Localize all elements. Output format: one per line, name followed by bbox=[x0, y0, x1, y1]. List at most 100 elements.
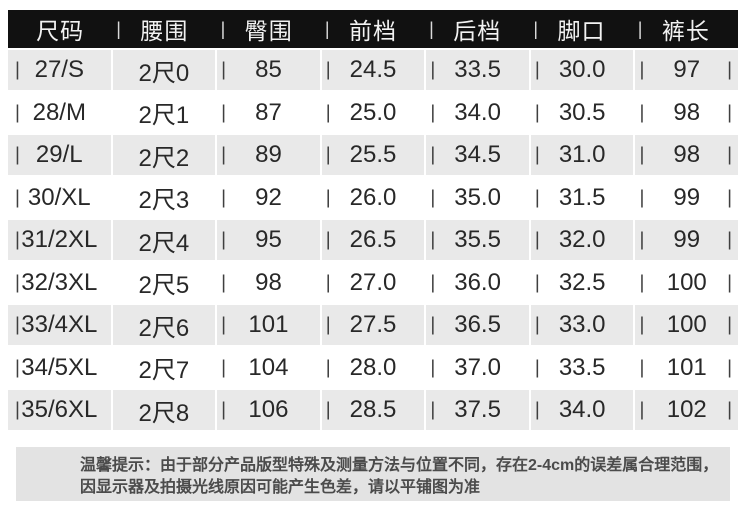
cell-value: 100 bbox=[666, 268, 707, 296]
table-cell: | 34.0 bbox=[530, 390, 634, 430]
table-cell: | 33/4XL bbox=[8, 305, 111, 345]
table-cell: | 35/6XL bbox=[8, 390, 111, 430]
cell-value: 24.5 bbox=[349, 56, 397, 83]
header-label: 前档 bbox=[348, 18, 397, 44]
column-separator: | bbox=[727, 144, 733, 166]
table-cell: | 32/3XL bbox=[8, 262, 111, 303]
column-separator: | bbox=[727, 59, 733, 81]
cell-value: 33.0 bbox=[558, 311, 606, 338]
table-cell: 2尺2 bbox=[112, 135, 216, 175]
cell-value: 2尺8 bbox=[138, 399, 190, 427]
table-cell: | 98 bbox=[217, 262, 320, 303]
column-separator: | bbox=[430, 399, 436, 421]
column-separator: | bbox=[430, 59, 436, 81]
table-cell: | | 98 bbox=[635, 135, 739, 175]
column-separator: | bbox=[534, 314, 540, 336]
cell-value: 25.5 bbox=[349, 141, 397, 168]
cell-value: 99 bbox=[673, 183, 701, 211]
size-table-row: | 28/M 2尺1 | 87 | 25.0 | 34.0 | 30.5 | | 98 bbox=[8, 92, 739, 133]
table-cell: | 101 bbox=[217, 305, 320, 345]
table-cell: | 28/M bbox=[8, 92, 111, 133]
column-separator: | bbox=[727, 272, 733, 293]
column-separator: | bbox=[221, 399, 227, 421]
table-cell: | 25.5 bbox=[321, 135, 425, 175]
cell-value: 32/3XL bbox=[21, 268, 98, 296]
column-separator: | bbox=[727, 357, 733, 378]
size-table-row: | 31/2XL 2尺4 | 95 | 26.5 | 35.5 | 32.0 | | 99 bbox=[8, 220, 739, 260]
cell-value: 33.5 bbox=[454, 56, 501, 83]
cell-value: 2尺7 bbox=[138, 357, 190, 384]
column-separator: | bbox=[533, 19, 539, 39]
cell-value: 98 bbox=[673, 98, 701, 126]
header-label: 后档 bbox=[453, 18, 502, 44]
header-label: 腰围 bbox=[140, 18, 189, 44]
column-separator: | bbox=[15, 229, 20, 251]
column-separator: | bbox=[639, 102, 645, 123]
column-separator: | bbox=[221, 59, 227, 81]
table-cell: | 33.0 bbox=[530, 305, 634, 345]
cell-value: 98 bbox=[673, 141, 701, 168]
cell-value: 2尺4 bbox=[138, 229, 190, 257]
table-cell: | 27.0 bbox=[321, 262, 425, 303]
cell-value: 27/S bbox=[34, 56, 84, 83]
cell-value: 25.0 bbox=[349, 98, 397, 126]
cell-value: 27.5 bbox=[349, 311, 397, 338]
cell-value: 32.5 bbox=[558, 268, 606, 296]
table-cell: | 26.5 bbox=[321, 220, 425, 260]
header-label: 尺码 bbox=[36, 18, 85, 44]
column-separator: | bbox=[15, 59, 20, 81]
table-cell: | | 100 bbox=[635, 262, 739, 303]
header-cell: | 裤长 bbox=[634, 10, 738, 48]
column-separator: | bbox=[221, 102, 227, 123]
table-cell: | 33.5 bbox=[530, 347, 634, 388]
cell-value: 106 bbox=[248, 396, 289, 423]
table-cell: | 36.5 bbox=[426, 305, 529, 345]
cell-value: 30.0 bbox=[558, 56, 606, 83]
cell-value: 26.5 bbox=[349, 226, 397, 253]
column-separator: | bbox=[430, 229, 436, 251]
cell-value: 2尺0 bbox=[138, 59, 190, 87]
cell-value: 31/2XL bbox=[21, 226, 98, 253]
column-separator: | bbox=[15, 357, 20, 378]
cell-value: 97 bbox=[673, 56, 701, 83]
column-separator: | bbox=[639, 144, 645, 166]
table-cell: 2尺6 bbox=[112, 305, 216, 345]
cell-value: 85 bbox=[255, 56, 282, 83]
cell-value: 34.5 bbox=[454, 141, 501, 168]
column-separator: | bbox=[637, 19, 643, 39]
cell-value: 36.0 bbox=[454, 268, 501, 296]
column-separator: | bbox=[639, 357, 645, 378]
cell-value: 31.5 bbox=[558, 183, 606, 211]
header-label: 裤长 bbox=[661, 18, 710, 44]
column-separator: | bbox=[429, 19, 434, 39]
table-cell: | 28.0 bbox=[321, 347, 425, 388]
table-cell: | 31/2XL bbox=[8, 220, 111, 260]
table-cell: 2尺0 bbox=[112, 50, 216, 90]
column-separator: | bbox=[534, 144, 540, 166]
cell-value: 35.5 bbox=[454, 226, 501, 253]
column-separator: | bbox=[220, 19, 226, 39]
cell-value: 2尺2 bbox=[138, 144, 190, 172]
column-separator: | bbox=[325, 314, 331, 336]
column-separator: | bbox=[221, 187, 227, 208]
column-separator: | bbox=[534, 399, 540, 421]
cell-value: 37.0 bbox=[454, 353, 501, 381]
column-separator: | bbox=[727, 229, 733, 251]
cell-value: 37.5 bbox=[454, 396, 501, 423]
cell-value: 2尺5 bbox=[138, 272, 190, 299]
column-separator: | bbox=[430, 272, 436, 293]
table-cell: | 30.0 bbox=[530, 50, 634, 90]
table-cell: 2尺1 bbox=[112, 92, 216, 133]
cell-value: 30/XL bbox=[27, 183, 91, 211]
cell-value: 34/5XL bbox=[21, 353, 98, 381]
column-separator: | bbox=[534, 59, 540, 81]
notice-text-line-1: 温馨提示：由于部分产品版型特殊及测量方法与位置不同，存在2-4cm的误差属合理范… bbox=[80, 456, 719, 474]
column-separator: | bbox=[325, 272, 331, 293]
column-separator: | bbox=[15, 187, 20, 208]
column-separator: | bbox=[534, 229, 540, 251]
table-cell: | | 99 bbox=[635, 220, 739, 260]
cell-value: 87 bbox=[255, 98, 282, 126]
column-separator: | bbox=[325, 144, 331, 166]
table-cell: 2尺3 bbox=[112, 177, 216, 218]
cell-value: 99 bbox=[673, 226, 701, 253]
